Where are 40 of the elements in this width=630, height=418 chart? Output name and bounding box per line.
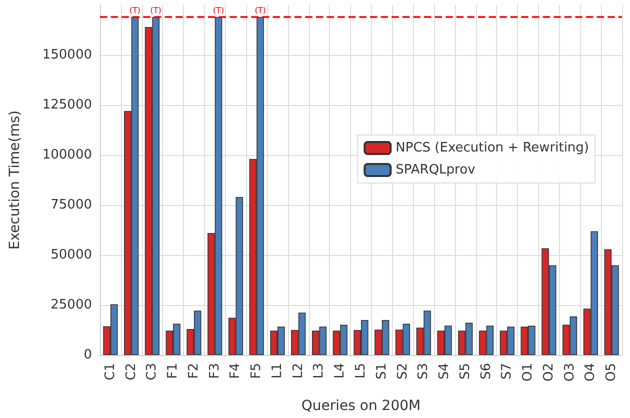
x-tick-label: S1 bbox=[374, 363, 390, 380]
y-axis-title: Execution Time(ms) bbox=[7, 110, 23, 250]
annotation: (T) bbox=[129, 6, 141, 15]
x-tick-label: S2 bbox=[395, 363, 410, 380]
x-tick-label: S3 bbox=[416, 363, 432, 380]
legend-label: NPCS (Execution + Rewriting) bbox=[396, 140, 590, 156]
x-tick-label: O1 bbox=[520, 363, 536, 382]
x-tick-label: S6 bbox=[478, 363, 494, 380]
y-tick-label: 125000 bbox=[42, 98, 92, 112]
x-tick-label: C1 bbox=[102, 363, 118, 380]
x-tick-label: L5 bbox=[354, 363, 368, 379]
annotation: (T) bbox=[254, 6, 266, 15]
x-tick-label: O4 bbox=[583, 363, 598, 382]
x-tick-label: O5 bbox=[604, 363, 620, 382]
legend-label: SPARQLprov bbox=[396, 162, 476, 178]
x-tick-label: L3 bbox=[312, 363, 327, 379]
x-tick-label: F4 bbox=[228, 363, 244, 379]
x-tick-label: S4 bbox=[437, 363, 452, 380]
x-tick-label: C3 bbox=[144, 363, 160, 380]
x-tick-label: O2 bbox=[541, 363, 556, 382]
x-tick-label: C2 bbox=[124, 363, 139, 380]
x-tick-label: L1 bbox=[270, 363, 285, 379]
x-tick-label: F5 bbox=[249, 363, 264, 379]
x-tick-label: S7 bbox=[500, 363, 515, 380]
x-axis-title: Queries on 200M bbox=[301, 398, 421, 414]
x-tick-label: F3 bbox=[207, 363, 222, 379]
y-tick-label: 100000 bbox=[42, 148, 92, 162]
y-tick-label: 50000 bbox=[50, 248, 92, 262]
y-tick-label: 75000 bbox=[50, 198, 92, 212]
x-tick-label: L4 bbox=[332, 363, 348, 379]
y-tick-label: 25000 bbox=[50, 298, 92, 312]
y-tick-label: 0 bbox=[84, 348, 92, 362]
x-tick-label: L2 bbox=[290, 363, 306, 379]
x-tick-label: F2 bbox=[186, 363, 202, 379]
x-tick-label: F1 bbox=[166, 363, 181, 379]
y-tick-label: 150000 bbox=[42, 48, 92, 62]
x-tick-label: O3 bbox=[562, 363, 578, 382]
annotation: (T) bbox=[212, 6, 224, 15]
annotation: (T) bbox=[150, 6, 162, 15]
x-tick-label: S5 bbox=[458, 363, 473, 380]
